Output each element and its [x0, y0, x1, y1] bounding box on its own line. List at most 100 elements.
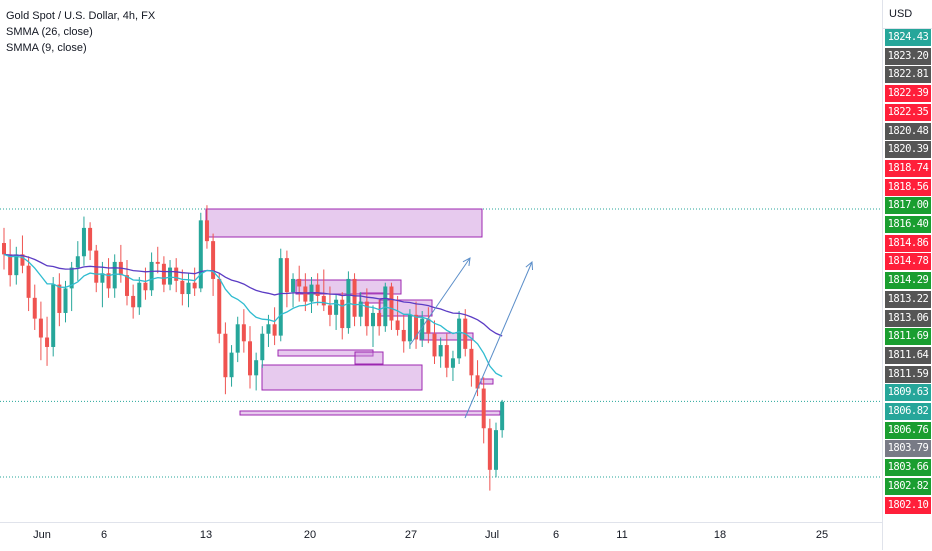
candle-body	[494, 430, 498, 470]
candle-body	[69, 267, 74, 289]
time-tick-label: 6	[100, 529, 108, 541]
candle-body	[168, 267, 173, 285]
price-tag: 1823.20	[885, 47, 931, 65]
time-tick-label: Jul	[484, 529, 500, 541]
supply-demand-zone	[277, 349, 374, 357]
candle-body	[186, 282, 191, 295]
candle-body	[500, 401, 505, 431]
candle-body	[131, 295, 136, 308]
candle-body	[420, 318, 425, 340]
candlestick-chart[interactable]	[0, 0, 882, 522]
candle-body	[260, 333, 265, 361]
candle-body	[229, 352, 234, 378]
candle-body	[321, 295, 326, 306]
candle-body	[272, 324, 277, 336]
candle-body	[364, 301, 369, 327]
price-tag: 1818.56	[885, 178, 931, 196]
candle-body	[57, 284, 62, 313]
supply-demand-zone	[480, 378, 494, 385]
projection-arrow	[464, 261, 533, 419]
candle-body	[26, 265, 31, 298]
candle-body	[327, 305, 332, 315]
candle-body	[315, 284, 320, 296]
price-tag: 1813.06	[885, 309, 931, 327]
price-tag: 1811.69	[885, 328, 931, 346]
price-tag: 1816.40	[885, 216, 931, 233]
time-tick-label: 13	[199, 529, 213, 541]
candle-body	[112, 261, 117, 289]
candle-body	[211, 241, 216, 279]
candle-body	[137, 282, 142, 308]
axis-divider	[882, 28, 932, 29]
price-tag: 1818.74	[885, 159, 931, 177]
price-tag: 1822.35	[885, 103, 931, 121]
price-tag: 1820.48	[885, 122, 931, 140]
candle-body	[487, 428, 492, 470]
candle-body	[438, 345, 443, 357]
candle-body	[100, 273, 105, 283]
candle-body	[414, 314, 419, 340]
candle-body	[180, 280, 185, 295]
time-tick-label: 20	[303, 529, 317, 541]
candle-body	[432, 333, 437, 357]
candle-body	[481, 388, 486, 429]
candle-body	[217, 278, 222, 334]
legend-smma-26[interactable]: SMMA (26, close)	[6, 26, 93, 38]
smma-9-line	[3, 253, 503, 378]
candle-body	[340, 299, 345, 329]
time-tick-label: 11	[616, 529, 628, 541]
price-tag: 1822.81	[885, 66, 931, 84]
candle-body	[284, 258, 289, 293]
candle-body	[143, 282, 148, 291]
candle-body	[401, 329, 406, 342]
candle-body	[377, 312, 382, 327]
candle-body	[457, 318, 462, 359]
candle-body	[254, 360, 259, 376]
legend-symbol[interactable]: Gold Spot / U.S. Dollar, 4h, FX	[6, 10, 156, 22]
price-tag: 1811.59	[885, 365, 931, 383]
chart-legend: Gold Spot / U.S. Dollar, 4h, FX SMMA (26…	[6, 8, 155, 56]
time-axis[interactable]: Jun 6 13 20 27 Jul 6 11 18 25	[0, 522, 882, 551]
candle-body	[204, 220, 209, 242]
time-tick-label: Jun	[33, 529, 51, 541]
legend-smma-9[interactable]: SMMA (9, close)	[6, 42, 87, 54]
candle-body	[75, 256, 80, 268]
time-tick-label: 6	[552, 529, 560, 541]
candle-body	[125, 275, 129, 296]
price-tag: 1806.82	[885, 403, 931, 420]
price-tag: 1802.10	[885, 496, 931, 514]
projection-arrow	[409, 257, 471, 346]
candle-body	[395, 320, 400, 330]
price-tag: 1809.63	[885, 384, 931, 402]
price-tag: 1802.82	[885, 477, 931, 495]
candle-body	[407, 314, 412, 342]
candle-body	[106, 273, 111, 289]
chart-area[interactable]: Gold Spot / U.S. Dollar, 4h, FX SMMA (26…	[0, 0, 882, 522]
arrow-head	[525, 260, 534, 271]
candle-body	[63, 288, 68, 313]
price-axis[interactable]: USD 1824.43 1823.20 1822.81 1822.39 1822.35 1…	[882, 0, 932, 550]
price-tag: 1811.64	[885, 346, 931, 364]
candle-body	[51, 284, 56, 347]
candle-body	[20, 254, 25, 266]
supply-demand-zone	[239, 410, 501, 416]
candle-body	[155, 261, 160, 264]
candle-body	[14, 254, 19, 276]
candle-body	[45, 337, 50, 347]
supply-demand-zone	[354, 351, 384, 365]
price-tag: 1813.22	[885, 290, 931, 308]
smma-26-line	[3, 253, 503, 337]
time-tick-label: 27	[404, 529, 418, 541]
price-tag: 1803.66	[885, 459, 931, 477]
supply-demand-zone	[205, 208, 483, 238]
candle-body	[266, 324, 271, 334]
price-tag: 1803.79	[885, 440, 931, 458]
candle-body	[38, 318, 43, 338]
candle-body	[88, 227, 93, 251]
currency-label[interactable]: USD	[889, 8, 913, 20]
price-tag: 1806.76	[885, 421, 931, 439]
candle-body	[149, 261, 154, 291]
candle-body	[450, 358, 455, 368]
candle-body	[235, 324, 240, 353]
candle-body	[2, 243, 6, 255]
